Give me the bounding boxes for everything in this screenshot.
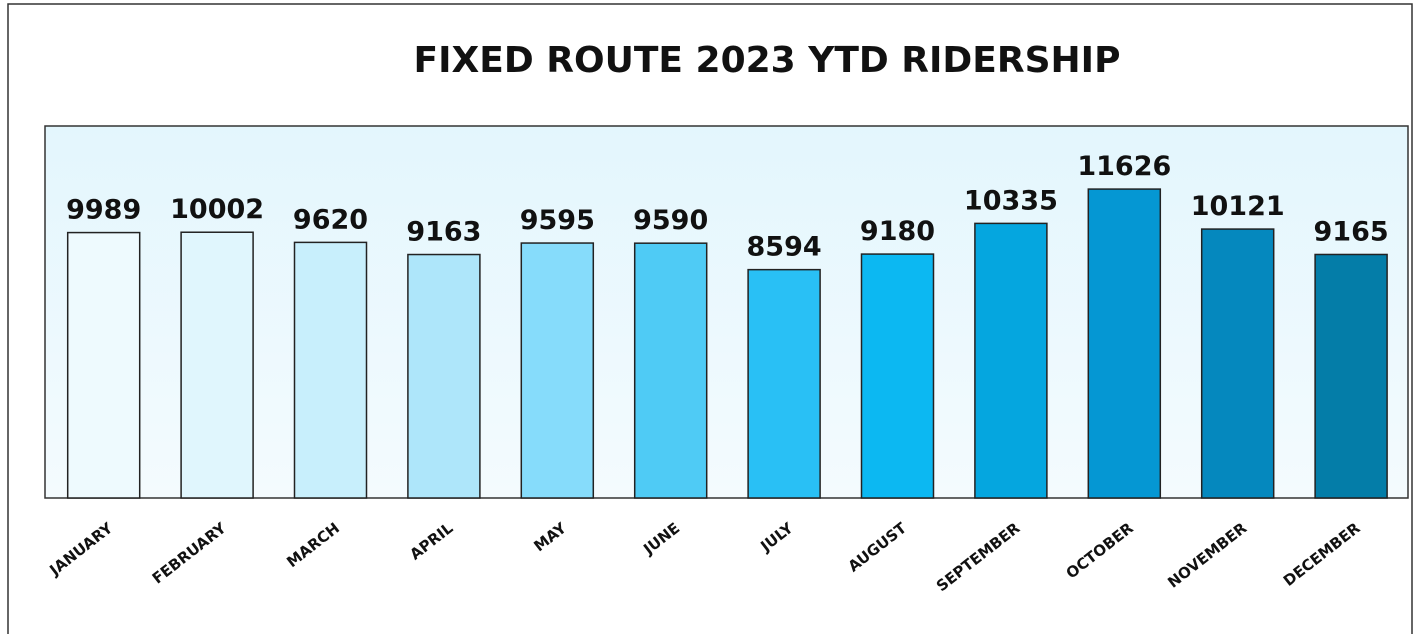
- bar: [747, 268, 821, 499]
- data-label: 9180: [860, 216, 935, 247]
- bar: [1087, 188, 1162, 499]
- chart-title: FIXED ROUTE 2023 YTD RIDERSHIP: [414, 40, 1121, 81]
- data-label: 10335: [964, 185, 1058, 216]
- bar: [520, 242, 595, 499]
- data-label: 8594: [747, 232, 822, 263]
- bar: [1200, 228, 1275, 499]
- plot-area: [44, 125, 1409, 499]
- bar: [1314, 253, 1388, 499]
- bar: [633, 242, 708, 499]
- data-label: 9595: [520, 205, 595, 236]
- data-label: 10002: [170, 194, 264, 225]
- bar: [293, 241, 368, 499]
- data-label: 9590: [633, 205, 708, 236]
- data-label: 9163: [406, 217, 481, 248]
- data-label: 9620: [293, 204, 368, 235]
- bar: [180, 231, 254, 499]
- data-label: 10121: [1191, 191, 1285, 222]
- bar: [407, 253, 481, 499]
- data-label: 9165: [1314, 216, 1389, 247]
- data-label: 9989: [66, 195, 141, 226]
- bar: [66, 231, 141, 499]
- data-label: 11626: [1077, 151, 1171, 182]
- bar: [974, 222, 1048, 499]
- bar: [860, 253, 935, 499]
